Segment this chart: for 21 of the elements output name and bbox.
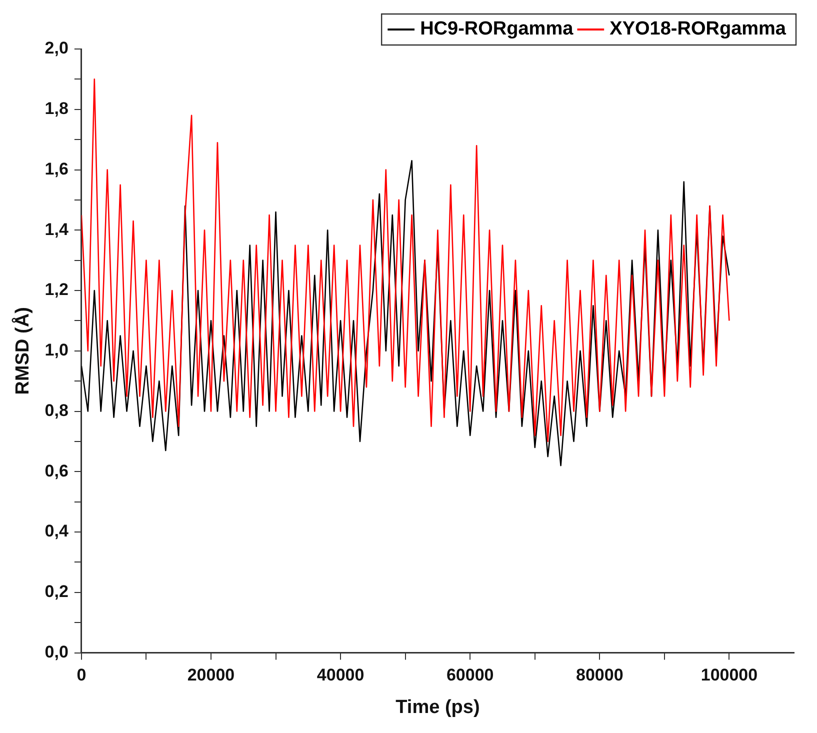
x-tick-label: 80000 [576, 666, 624, 685]
y-tick-label: 0,8 [44, 400, 68, 420]
x-tick-label: 100000 [700, 666, 758, 685]
legend-label: XYO18-RORgamma [610, 18, 786, 40]
y-tick-label: 0,2 [44, 582, 68, 602]
y-tick-label: 0,4 [44, 522, 69, 541]
y-tick-label: 1,8 [44, 99, 68, 118]
x-tick-label: 60000 [446, 666, 494, 685]
y-tick-label: 0,0 [44, 642, 68, 662]
y-tick-label: 1,6 [44, 159, 68, 178]
y-tick-label: 1,2 [44, 280, 68, 300]
x-tick-label: 40000 [316, 666, 364, 685]
x-axis-title: Time (ps) [396, 696, 480, 718]
legend-label: HC9-RORgamma [420, 18, 574, 40]
y-tick-label: 2,0 [44, 38, 68, 58]
y-tick-label: 1,4 [44, 220, 69, 239]
x-tick-label: 0 [76, 666, 86, 685]
y-axis-title: RMSD (Å) [12, 307, 34, 395]
x-tick-label: 20000 [187, 666, 235, 685]
y-tick-label: 0,6 [44, 461, 68, 480]
y-tick-label: 1,0 [44, 340, 68, 360]
